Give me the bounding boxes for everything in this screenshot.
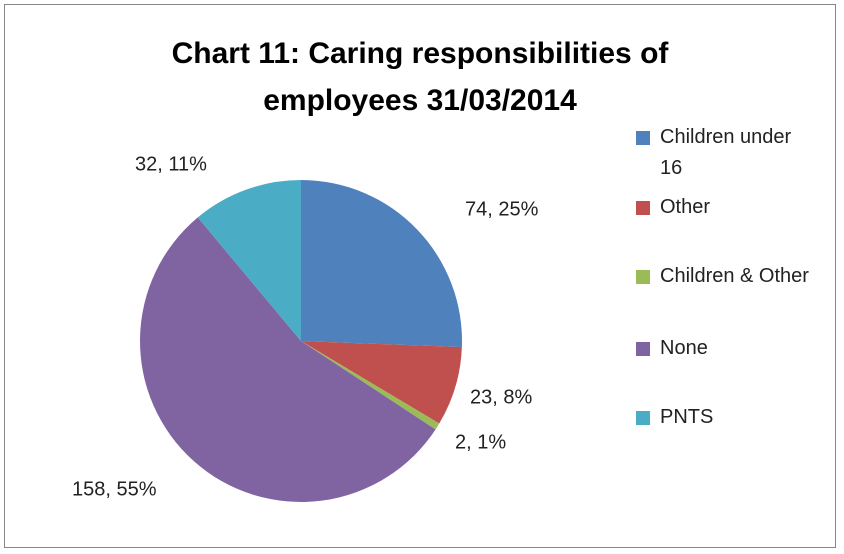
legend-swatch [636, 201, 650, 215]
legend-entry: Children & Other [636, 261, 816, 292]
pie-slice [301, 341, 440, 430]
legend-label: PNTS [660, 406, 714, 428]
legend-label: Other [660, 196, 711, 218]
legend-swatch [636, 270, 650, 284]
pie-slice [197, 180, 301, 341]
pie-slice [301, 341, 462, 424]
legend-label: Children & Other [660, 265, 809, 287]
legend-entry: Children under 16 [636, 122, 816, 184]
data-label: 158, 55% [72, 478, 157, 500]
data-label: 32, 11% [135, 153, 207, 175]
legend-label: Children under 16 [660, 126, 792, 179]
legend-entry: None [636, 333, 816, 364]
chart-frame [4, 4, 836, 548]
legend-swatch [636, 342, 650, 356]
pie-slice [140, 217, 436, 502]
legend-swatch [636, 411, 650, 425]
legend-label: None [660, 337, 708, 359]
data-label: 23, 8% [470, 386, 532, 408]
chart-title: Chart 11: Caring responsibilities of emp… [171, 37, 669, 117]
legend-entry: PNTS [636, 402, 816, 433]
legend-entry: Other [636, 192, 816, 223]
legend-swatch [636, 131, 650, 145]
pie-slice [301, 180, 462, 348]
data-label: 74, 25% [465, 198, 539, 220]
data-label: 2, 1% [455, 431, 506, 453]
